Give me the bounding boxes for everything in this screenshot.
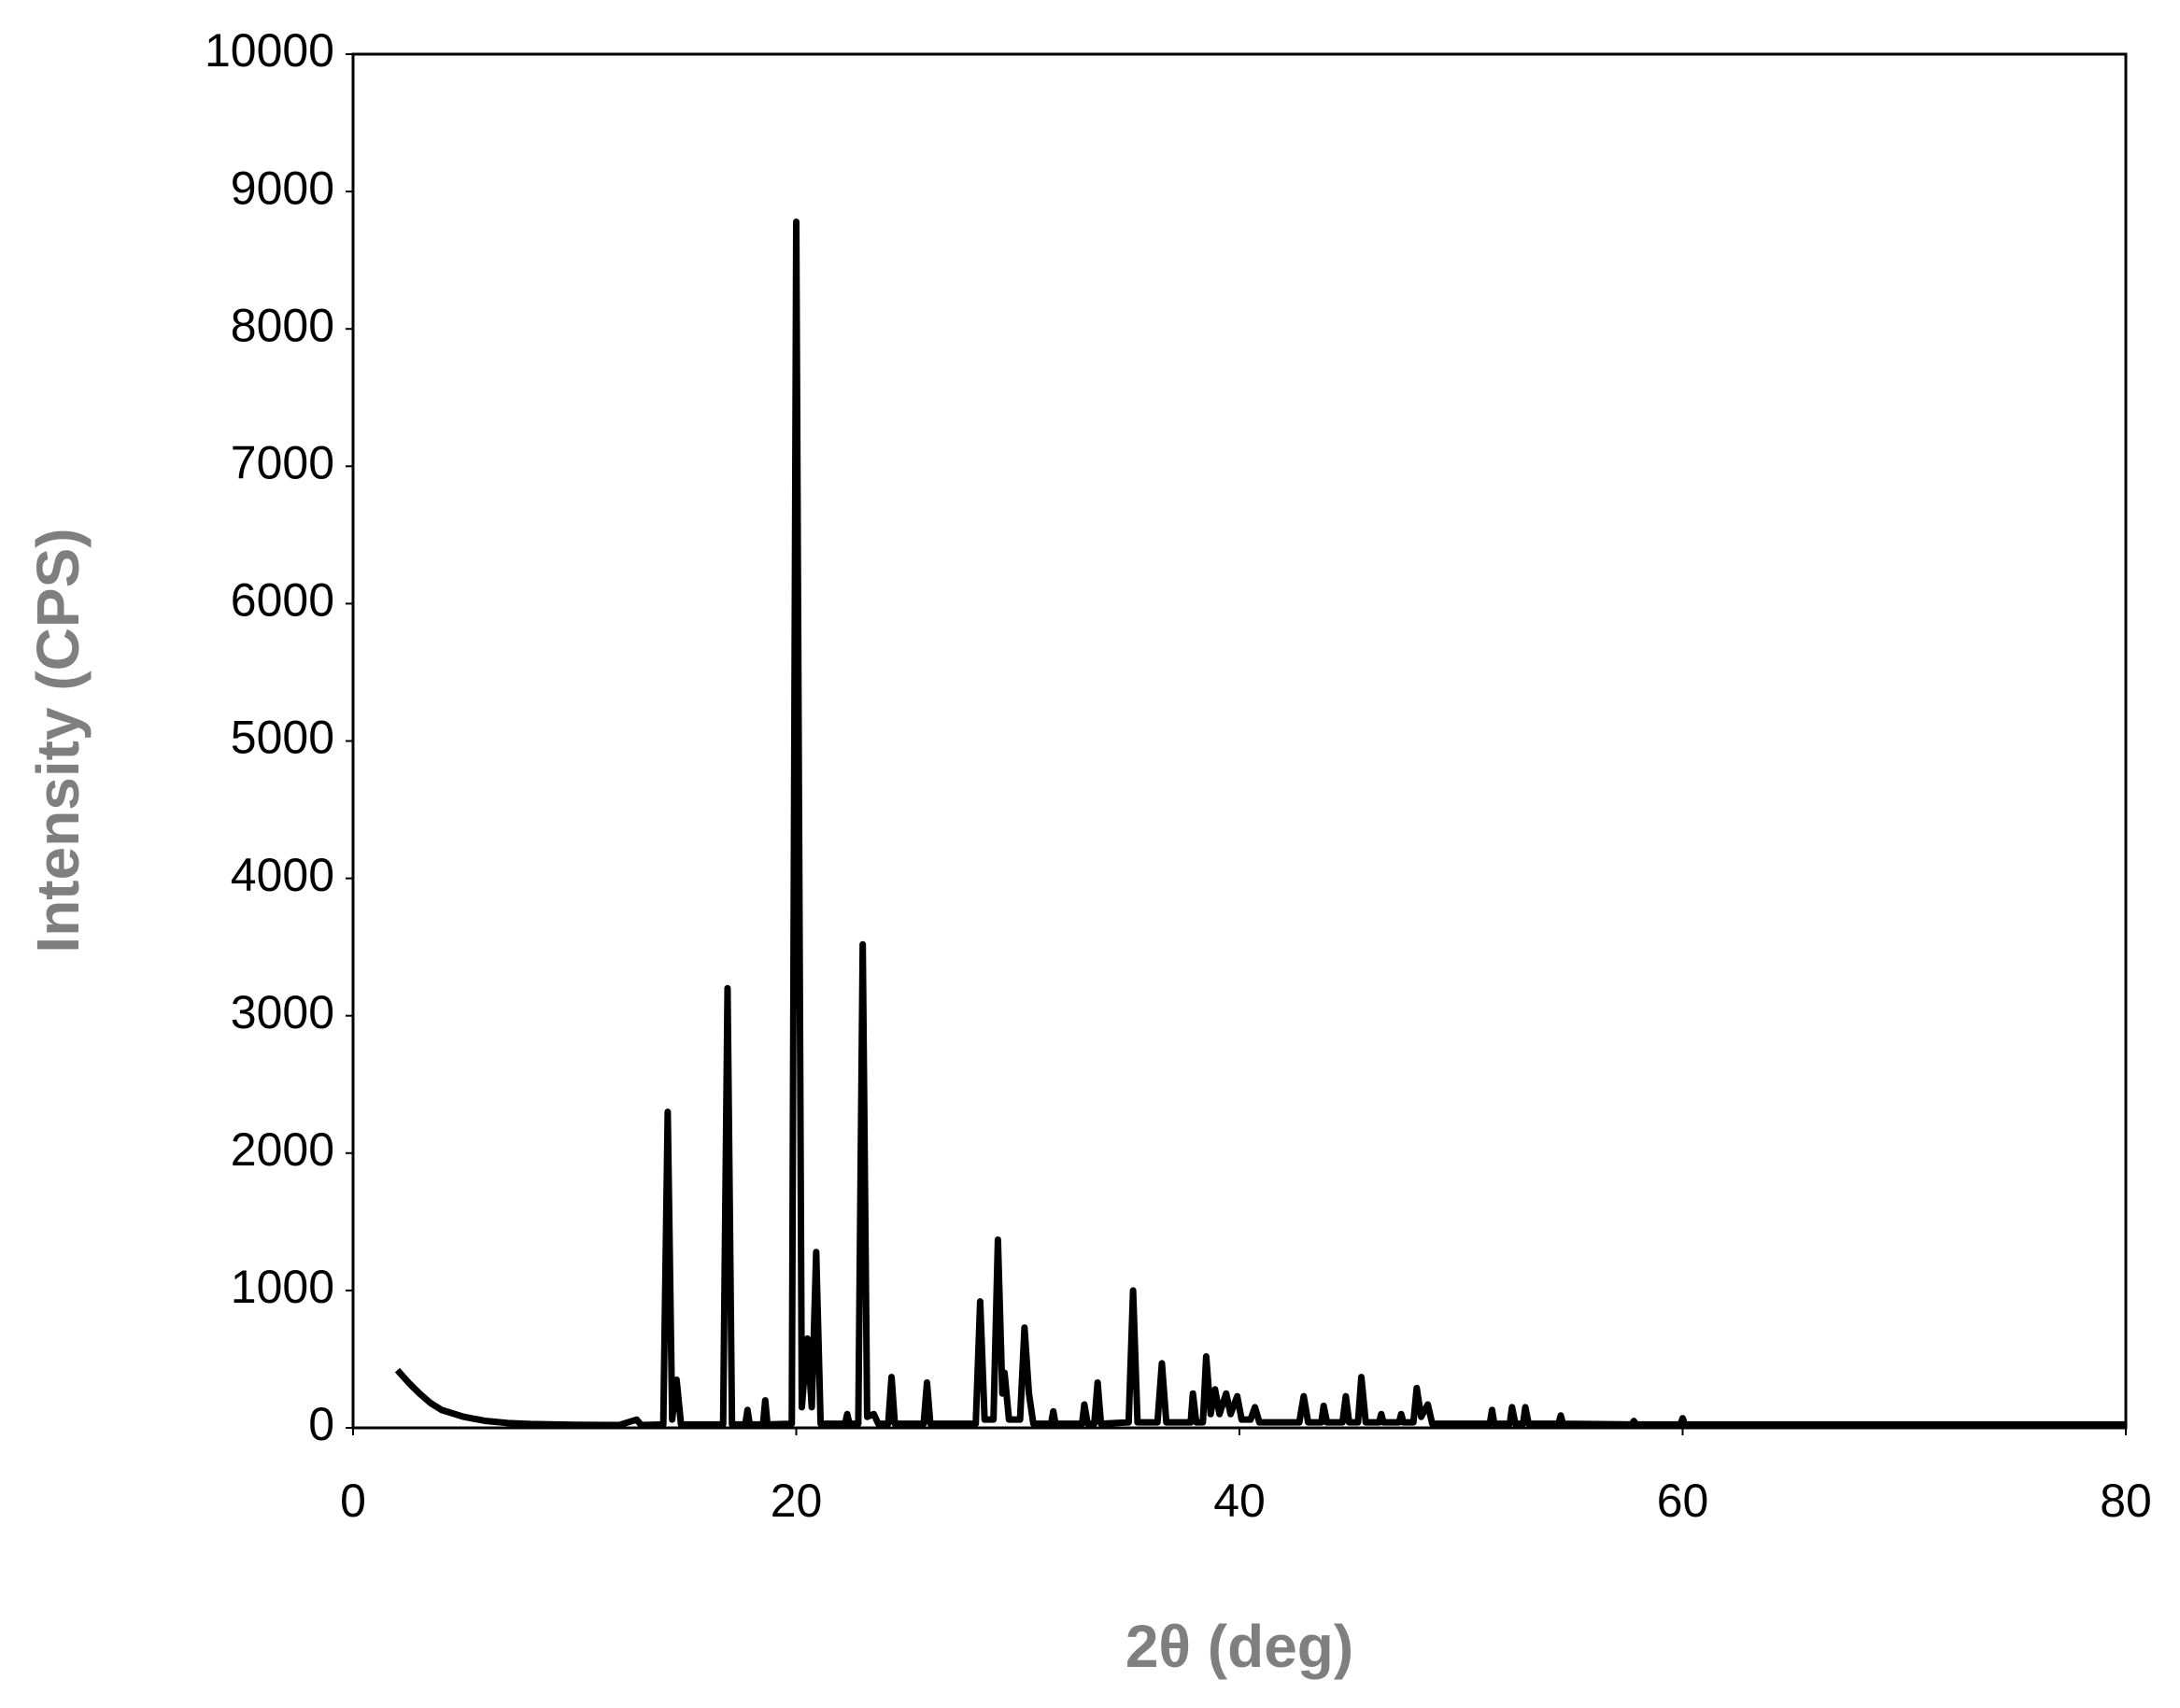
y-tick-label: 8000 xyxy=(231,299,334,351)
y-tick-label: 10000 xyxy=(205,24,334,77)
y-tick-label: 5000 xyxy=(231,712,334,764)
y-tick-label: 6000 xyxy=(231,574,334,627)
x-tick-label: 40 xyxy=(1213,1475,1266,1527)
plot-frame xyxy=(351,52,2128,1430)
x-tick-label: 20 xyxy=(771,1475,823,1527)
y-tick-label: 4000 xyxy=(231,849,334,901)
data-line xyxy=(394,218,2126,1429)
x-axis-title: 2θ (deg) xyxy=(1125,1613,1353,1680)
y-tick-label: 7000 xyxy=(231,437,334,489)
y-tick-label: 1000 xyxy=(231,1261,334,1313)
y-tick-label: 2000 xyxy=(231,1123,334,1176)
y-tick-label: 3000 xyxy=(231,986,334,1038)
x-tick-label: 60 xyxy=(1657,1475,1709,1527)
y-axis-title: Intensity (CPS) xyxy=(24,528,92,953)
y-tick-label: 0 xyxy=(308,1398,334,1450)
x-tick-label: 80 xyxy=(2100,1475,2152,1527)
x-tick-label: 0 xyxy=(340,1475,366,1527)
y-tick-label: 9000 xyxy=(231,162,334,214)
